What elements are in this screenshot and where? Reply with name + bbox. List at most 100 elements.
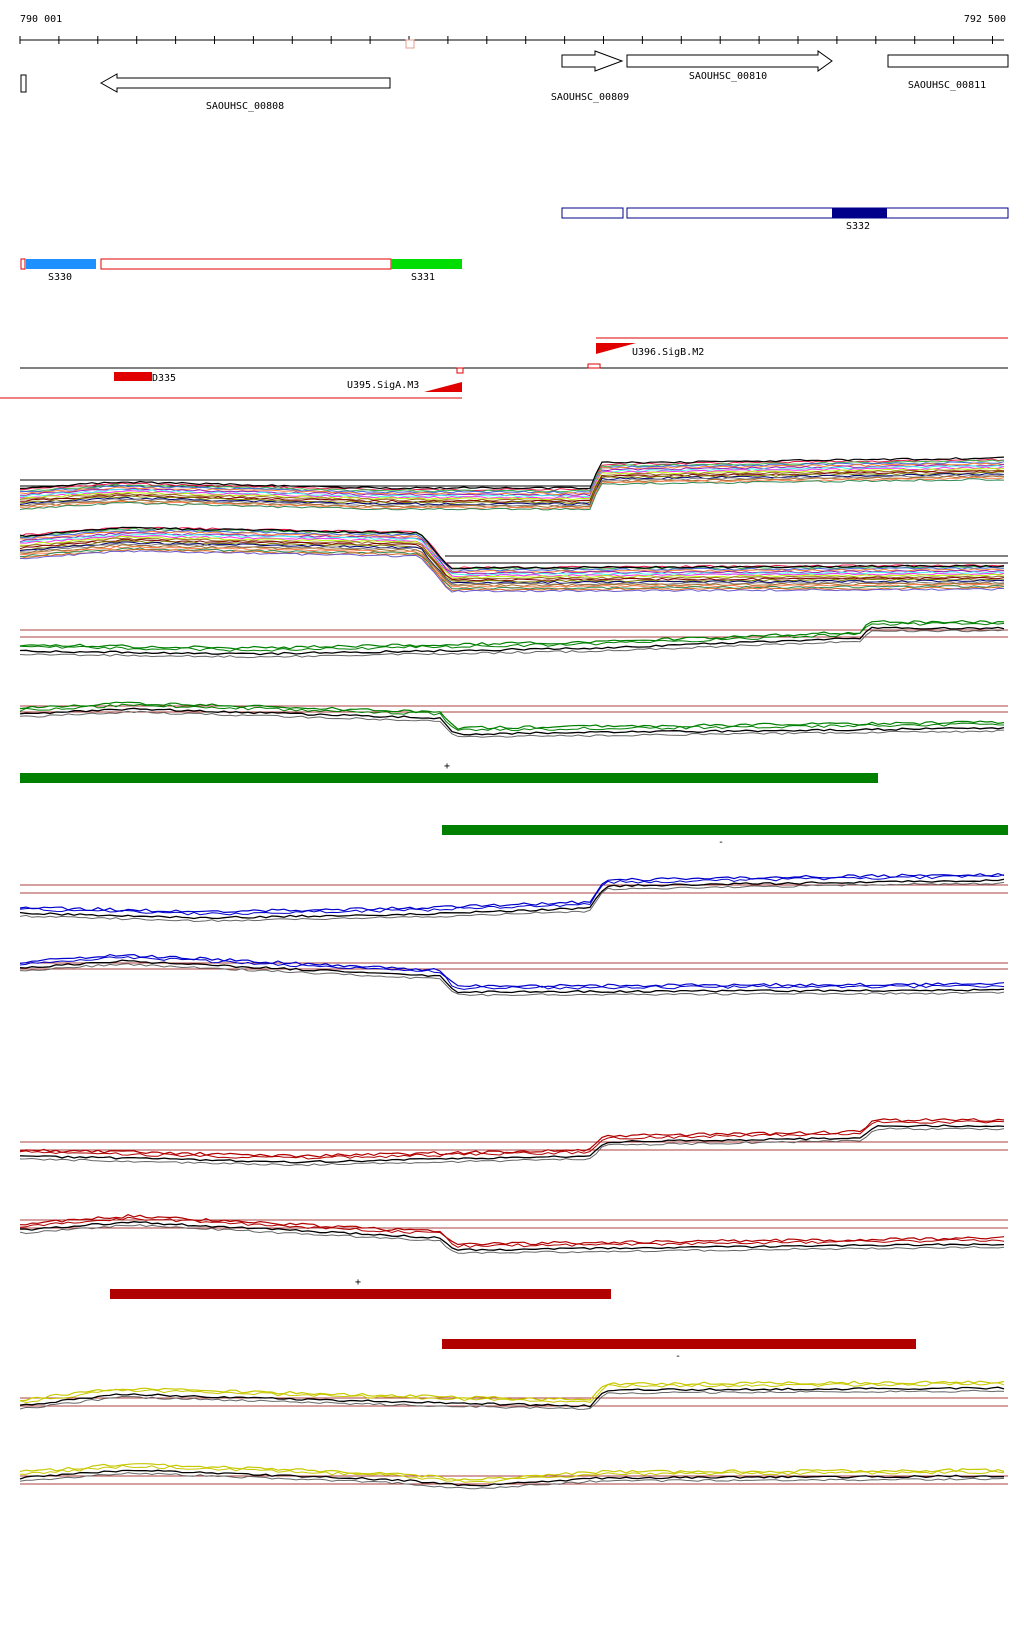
feature-label-u396: U396.SigB.M2	[632, 347, 704, 358]
signal-line-black	[19, 1124, 1005, 1164]
signal-line-colored	[19, 701, 1005, 730]
promoter-flag-siga[interactable]	[424, 382, 462, 392]
segment-s331[interactable]	[391, 259, 462, 269]
strand-label-minus: -	[718, 837, 724, 848]
region-bar-red-plus[interactable]	[110, 1289, 611, 1299]
expression-bundle-upper	[19, 456, 1005, 511]
strand-label-plus: +	[444, 761, 450, 772]
bundle-series-line	[19, 538, 1005, 582]
ruler-ticks	[19, 36, 993, 44]
expression-track-yellow-plus	[19, 1380, 1008, 1410]
signal-line-colored	[19, 1216, 1005, 1248]
gene-arrow-partial[interactable]	[20, 74, 27, 93]
signal-line-black	[19, 878, 1005, 920]
signal-line-grey	[19, 881, 1005, 923]
feature-d335[interactable]	[114, 372, 152, 381]
gene-track: SAOUHSC_00808 SAOUHSC_00809 SAOUHSC_0081…	[20, 50, 1009, 112]
bundle-series-line	[19, 526, 1005, 570]
gene-label-saouhsc-00810: SAOUHSC_00810	[689, 71, 767, 82]
segment-label-s332: S332	[846, 221, 870, 232]
bundle-series-line	[19, 458, 1005, 492]
feature-label-u395: U395.SigA.M3	[347, 380, 419, 391]
signal-line-colored	[19, 956, 1005, 990]
expression-track-blue-minus	[19, 953, 1008, 997]
bundle-series-line	[19, 534, 1005, 578]
signal-line-black	[19, 626, 1005, 656]
expression-track-green-plus	[19, 619, 1008, 659]
segment-outline[interactable]	[561, 207, 624, 219]
segment-track-lower: S330 S331	[20, 258, 462, 283]
bundle-series-line	[19, 540, 1005, 583]
segment-outline[interactable]	[100, 258, 392, 270]
signal-line-black	[19, 959, 1005, 994]
signal-line-grey	[19, 710, 1005, 738]
gene-arrow-saouhsc-00809[interactable]	[561, 50, 624, 72]
gene-arrow-saouhsc-00808[interactable]	[99, 73, 391, 93]
bundle-series-line	[19, 473, 1005, 506]
bundle-series-line	[19, 476, 1005, 510]
signal-line-colored	[19, 1120, 1005, 1160]
gene-label-saouhsc-00811: SAOUHSC_00811	[908, 80, 986, 91]
segment-s332[interactable]	[832, 208, 887, 218]
segment-outline[interactable]	[626, 207, 1009, 219]
gene-label-saouhsc-00808: SAOUHSC_00808	[206, 101, 284, 112]
expression-bundle-lines	[19, 526, 1005, 593]
signal-line-grey	[19, 963, 1005, 997]
gene-label-saouhsc-00809: SAOUHSC_00809	[551, 92, 629, 103]
bundle-series-line	[19, 533, 1005, 576]
strand-label-minus: -	[675, 1351, 681, 1362]
segment-label-s331: S331	[411, 272, 435, 283]
signal-line-grey	[19, 1224, 1005, 1255]
bundle-series-line	[19, 541, 1005, 585]
ruler-marker	[405, 39, 415, 49]
expression-track-green-minus	[19, 701, 1008, 738]
segment-outline[interactable]	[20, 258, 26, 270]
bundle-series-line	[19, 474, 1005, 507]
bundle-series-line	[19, 478, 1005, 511]
feature-track: U396.SigB.M2 D335 U395.SigA.M3	[0, 337, 1008, 399]
end-coordinate: 792 500	[964, 14, 1006, 25]
bundle-series-line	[19, 467, 1005, 501]
bundle-series-line	[19, 535, 1005, 579]
bundle-series-line	[19, 542, 1005, 586]
signal-line-black	[19, 1469, 1004, 1487]
signal-line-black	[19, 1386, 1005, 1408]
segment-label-s330: S330	[48, 272, 72, 283]
segment-track-upper: S332	[561, 207, 1009, 232]
expression-track-red-plus	[19, 1118, 1008, 1167]
bundle-series-line	[19, 465, 1005, 498]
expression-track-red-minus	[19, 1214, 1008, 1255]
promoter-marker[interactable]	[587, 363, 601, 369]
segment-s330[interactable]	[26, 259, 96, 269]
signal-line-colored	[19, 1382, 1005, 1404]
bundle-series-line	[19, 530, 1005, 573]
signal-line-colored	[19, 1380, 1005, 1402]
signal-line-grey	[19, 1472, 1005, 1490]
region-bar-red-minus[interactable]	[442, 1339, 916, 1349]
region-bar-green-plus[interactable]	[20, 773, 878, 783]
bundle-series-line	[19, 469, 1005, 502]
signal-line-black	[19, 707, 1005, 736]
feature-label-d335: D335	[152, 373, 176, 384]
gene-arrow-saouhsc-00811[interactable]	[887, 54, 1009, 68]
bundle-series-line	[19, 471, 1005, 505]
bundle-series-line	[19, 461, 1005, 494]
bundle-series-line	[19, 459, 1005, 493]
expression-bundle-lines	[19, 456, 1005, 511]
start-coordinate: 790 001	[20, 14, 62, 25]
gene-arrow-saouhsc-00810[interactable]	[626, 50, 833, 72]
signal-line-grey	[19, 629, 1005, 659]
signal-line-grey	[19, 1389, 1005, 1410]
promoter-flag-sigb[interactable]	[596, 343, 636, 354]
signal-line-grey	[19, 1127, 1005, 1167]
promoter-marker[interactable]	[456, 367, 464, 374]
signal-line-black	[20, 1221, 1005, 1252]
signal-line-colored	[19, 1464, 1005, 1483]
strand-label-plus: +	[355, 1277, 361, 1288]
signal-line-colored	[19, 874, 1005, 916]
expression-bundle-lower	[19, 526, 1008, 593]
signal-line-colored	[19, 703, 1005, 732]
expression-track-yellow-minus	[19, 1463, 1008, 1490]
region-bar-green-minus[interactable]	[442, 825, 1008, 835]
